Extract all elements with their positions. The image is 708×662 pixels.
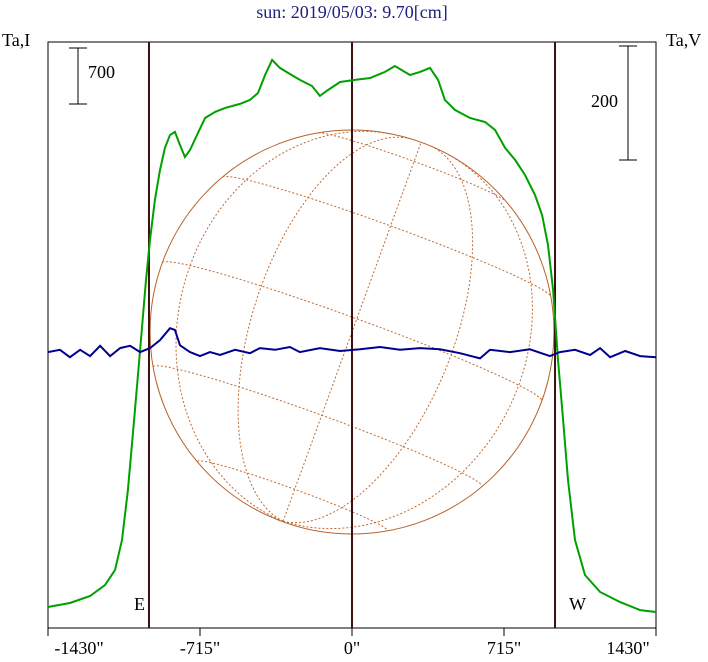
y2-axis-label: Ta,V xyxy=(666,30,701,50)
series-line xyxy=(47,327,657,360)
globe-grid-line xyxy=(161,261,543,402)
x-tick-label: -715" xyxy=(180,638,220,658)
x-tick-label: -1430" xyxy=(54,638,103,658)
chart-title: sun: 2019/05/03: 9.70[cm] xyxy=(256,2,448,22)
series-line xyxy=(47,58,657,613)
globe-grid-line xyxy=(282,142,422,522)
scale-bar-label: 700 xyxy=(88,62,115,82)
globe-grid-line xyxy=(197,460,388,531)
scale-bar-label: 200 xyxy=(591,91,618,111)
globe-grid-line xyxy=(175,130,395,522)
globe-grid-line xyxy=(237,136,412,522)
y-axis-label: Ta,I xyxy=(2,30,30,50)
x-tick-label: 715" xyxy=(487,638,521,658)
globe-grid-line xyxy=(282,152,533,530)
limb-label: W xyxy=(569,594,586,614)
globe-grid-line xyxy=(222,175,552,297)
limb-label: E xyxy=(134,594,145,614)
globe-grid-line xyxy=(283,145,474,524)
x-tick-label: 1430" xyxy=(606,638,649,658)
globe-grid-line xyxy=(318,132,507,202)
x-tick-label: 0" xyxy=(344,638,360,658)
